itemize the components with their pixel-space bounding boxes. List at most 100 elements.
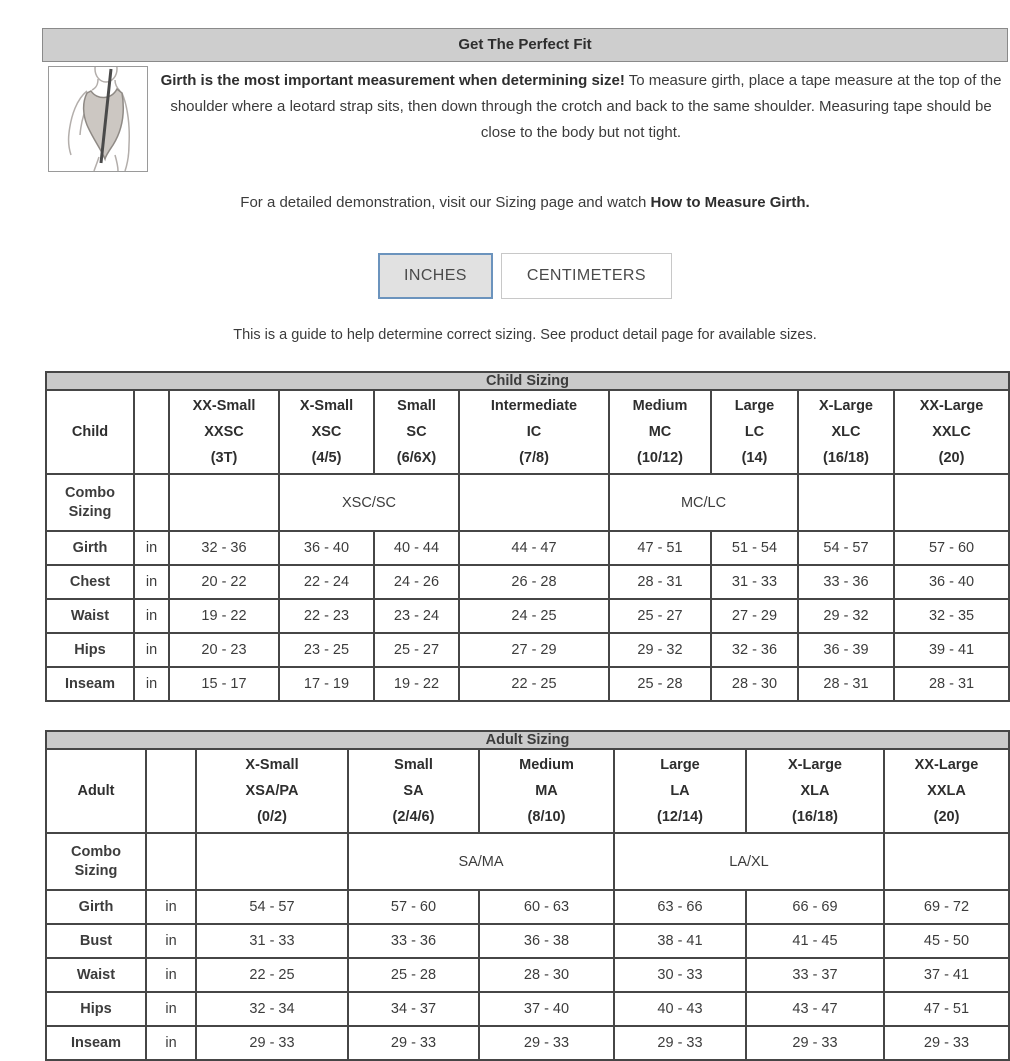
adult-row-unit: in xyxy=(145,923,197,959)
adult-combo-group xyxy=(882,832,1010,891)
adult-measurement-value: 32 - 34 xyxy=(195,991,349,1027)
child-size-column-header: Intermediate IC (7/8) xyxy=(458,389,610,475)
child-measurement-value: 29 - 32 xyxy=(608,632,712,668)
child-measurement-value: 24 - 25 xyxy=(458,598,610,634)
child-measurement-value: 47 - 51 xyxy=(608,530,712,566)
child-combo-group: MC/LC xyxy=(608,473,799,532)
demo-instruction: For a detailed demonstration, visit our … xyxy=(42,194,1008,211)
adult-measurement-value: 47 - 51 xyxy=(882,991,1010,1027)
adult-combo-label: Combo Sizing xyxy=(45,832,147,891)
child-measurement-value: 22 - 25 xyxy=(458,666,610,702)
adult-row-inseam: Inseam in 29 - 33 29 - 33 29 - 33 29 - 33 29 -… xyxy=(45,1025,1010,1061)
child-measurement-value: 36 - 39 xyxy=(797,632,895,668)
adult-measurement-value: 41 - 45 xyxy=(745,923,885,959)
adult-size-column-header: XX-Large XXLA (20) xyxy=(882,748,1010,834)
adult-measurement-value: 37 - 41 xyxy=(882,957,1010,993)
child-row-label: Inseam xyxy=(45,666,135,702)
adult-row-unit: in xyxy=(145,957,197,993)
adult-measurement-value: 40 - 43 xyxy=(613,991,747,1027)
child-combo-group xyxy=(797,473,895,532)
child-combo-group xyxy=(892,473,1010,532)
adult-group-label: Adult xyxy=(45,748,147,834)
child-measurement-value: 22 - 23 xyxy=(278,598,375,634)
child-combo-unit-spacer xyxy=(133,473,170,532)
child-row-label: Chest xyxy=(45,564,135,600)
child-measurement-value: 39 - 41 xyxy=(892,632,1010,668)
adult-measurement-value: 36 - 38 xyxy=(478,923,615,959)
adult-measurement-value: 25 - 28 xyxy=(347,957,480,993)
child-measurement-value: 28 - 31 xyxy=(608,564,712,600)
child-measurement-value: 25 - 27 xyxy=(608,598,712,634)
adult-row-bust: Bust in 31 - 33 33 - 36 36 - 38 38 - 41 41 - 4… xyxy=(45,923,1010,959)
child-size-column-header: Small SC (6/6X) xyxy=(373,389,460,475)
child-measurement-value: 36 - 40 xyxy=(278,530,375,566)
adult-row-hips: Hips in 32 - 34 34 - 37 37 - 40 40 - 43 43 - 4… xyxy=(45,991,1010,1027)
child-measurement-value: 19 - 22 xyxy=(168,598,280,634)
child-measurement-value: 36 - 40 xyxy=(892,564,1010,600)
adult-measurement-value: 60 - 63 xyxy=(478,889,615,925)
child-size-column-header: XX-Large XXLC (20) xyxy=(892,389,1010,475)
adult-measurement-value: 29 - 33 xyxy=(745,1025,885,1061)
adult-row-waist: Waist in 22 - 25 25 - 28 28 - 30 30 - 33 33 - … xyxy=(45,957,1010,993)
adult-measurement-value: 37 - 40 xyxy=(478,991,615,1027)
child-measurement-value: 19 - 22 xyxy=(373,666,460,702)
child-measurement-value: 51 - 54 xyxy=(710,530,799,566)
adult-size-column-header: X-Large XLA (16/18) xyxy=(745,748,885,834)
leotard-diagram-svg xyxy=(67,55,130,172)
girth-intro-section: Girth is the most important measurement … xyxy=(42,55,1008,172)
child-table-title: Child Sizing xyxy=(44,371,1010,391)
child-measurement-value: 17 - 19 xyxy=(278,666,375,702)
child-measurement-value: 27 - 29 xyxy=(710,598,799,634)
child-measurement-value: 57 - 60 xyxy=(892,530,1010,566)
adult-size-column-header: Large LA (12/14) xyxy=(613,748,747,834)
child-row-hips: Hips in 20 - 23 23 - 25 25 - 27 27 - 29 29 - 3… xyxy=(45,632,1010,668)
child-measurement-value: 54 - 57 xyxy=(797,530,895,566)
adult-row-unit: in xyxy=(145,1025,197,1061)
child-unit-header xyxy=(133,389,170,475)
inches-button[interactable]: INCHES xyxy=(378,253,493,299)
adult-measurement-value: 33 - 37 xyxy=(745,957,885,993)
girth-bold-lead: Girth is the most important measurement … xyxy=(160,72,625,89)
child-measurement-value: 23 - 24 xyxy=(373,598,460,634)
child-row-label: Hips xyxy=(45,632,135,668)
child-measurement-value: 33 - 36 xyxy=(797,564,895,600)
adult-measurement-value: 29 - 33 xyxy=(478,1025,615,1061)
girth-description: Girth is the most important measurement … xyxy=(148,66,1008,172)
child-size-column-header: X-Large XLC (16/18) xyxy=(797,389,895,475)
child-row-unit: in xyxy=(133,530,170,566)
centimeters-button[interactable]: CENTIMETERS xyxy=(500,253,672,299)
page-title: Get The Perfect Fit xyxy=(42,28,1008,62)
child-group-label: Child xyxy=(45,389,135,475)
adult-measurement-value: 38 - 41 xyxy=(613,923,747,959)
child-row-label: Girth xyxy=(45,530,135,566)
adult-measurement-value: 22 - 25 xyxy=(195,957,349,993)
child-combo-group xyxy=(168,473,280,532)
adult-table-title: Adult Sizing xyxy=(44,730,1010,750)
adult-combo-group xyxy=(195,832,349,891)
adult-row-girth: Girth in 54 - 57 57 - 60 60 - 63 63 - 66 66 - … xyxy=(45,889,1010,925)
child-measurement-value: 32 - 36 xyxy=(710,632,799,668)
girth-body-text: To measure girth, place a tape measure a… xyxy=(170,72,1002,141)
child-measurement-value: 23 - 25 xyxy=(278,632,375,668)
adult-combo-unit-spacer xyxy=(145,832,197,891)
child-row-waist: Waist in 19 - 22 22 - 23 23 - 24 24 - 25 25 - … xyxy=(45,598,1010,634)
adult-unit-header xyxy=(145,748,197,834)
child-measurement-value: 20 - 22 xyxy=(168,564,280,600)
adult-measurement-value: 69 - 72 xyxy=(882,889,1010,925)
adult-measurement-value: 57 - 60 xyxy=(347,889,480,925)
adult-measurement-value: 66 - 69 xyxy=(745,889,885,925)
child-measurement-value: 28 - 31 xyxy=(892,666,1010,702)
adult-measurement-value: 29 - 33 xyxy=(347,1025,480,1061)
child-size-column-header: Medium MC (10/12) xyxy=(608,389,712,475)
adult-size-column-header: Small SA (2/4/6) xyxy=(347,748,480,834)
adult-measurement-value: 29 - 33 xyxy=(195,1025,349,1061)
child-row-unit: in xyxy=(133,632,170,668)
child-row-girth: Girth in 32 - 36 36 - 40 40 - 44 44 - 47 47 - … xyxy=(45,530,1010,566)
child-row-chest: Chest in 20 - 22 22 - 24 24 - 26 26 - 28 28 - … xyxy=(45,564,1010,600)
child-measurement-value: 32 - 35 xyxy=(892,598,1010,634)
adult-measurement-value: 28 - 30 xyxy=(478,957,615,993)
child-combo-group: XSC/SC xyxy=(278,473,460,532)
adult-size-column-header: Medium MA (8/10) xyxy=(478,748,615,834)
adult-row-label: Inseam xyxy=(45,1025,147,1061)
